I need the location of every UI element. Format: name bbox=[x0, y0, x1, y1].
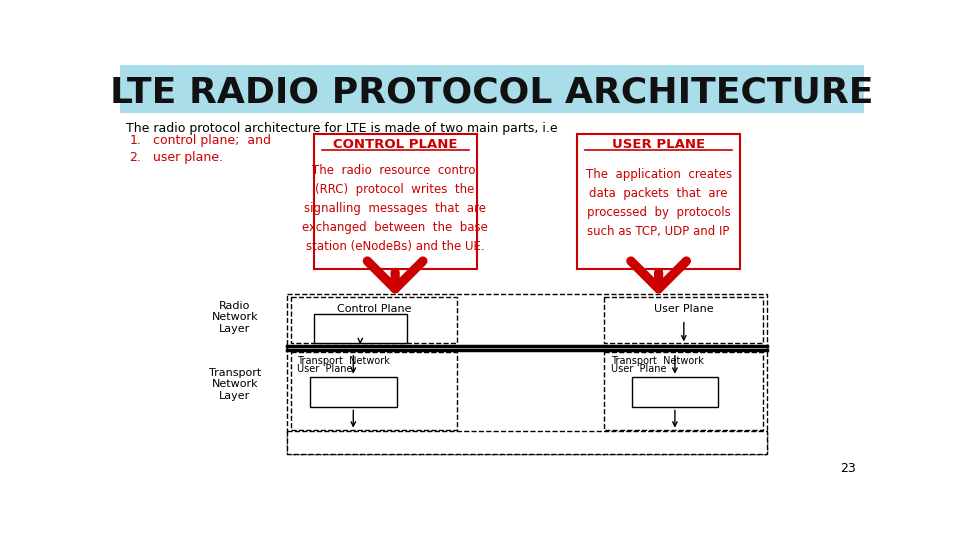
Bar bbox=[314, 134, 476, 269]
Text: LTE RADIO PROTOCOL ARCHITECTURE: LTE RADIO PROTOCOL ARCHITECTURE bbox=[110, 76, 874, 110]
Text: Data
Bearer(s): Data Bearer(s) bbox=[651, 381, 699, 403]
Text: User Plane: User Plane bbox=[654, 303, 713, 314]
Text: Application
Protocol: Application Protocol bbox=[331, 318, 390, 339]
Bar bbox=[605, 296, 763, 343]
Text: The  application  creates
data  packets  that  are
processed  by  protocols
such: The application creates data packets tha… bbox=[586, 168, 732, 238]
Text: The  radio  resource  control
(RRC)  protocol  writes  the
signalling  messages : The radio resource control (RRC) protoco… bbox=[302, 164, 488, 253]
Bar bbox=[291, 296, 457, 343]
Bar bbox=[632, 377, 718, 408]
Text: User  Plane: User Plane bbox=[297, 363, 352, 374]
Text: control plane;  and: control plane; and bbox=[153, 134, 271, 147]
Bar bbox=[577, 134, 740, 269]
Text: 2.: 2. bbox=[130, 151, 141, 164]
Bar bbox=[605, 352, 763, 430]
Text: Transport  Network: Transport Network bbox=[611, 356, 704, 366]
Text: USER PLANE: USER PLANE bbox=[612, 138, 706, 151]
Text: 23: 23 bbox=[841, 462, 856, 475]
Bar bbox=[287, 431, 767, 455]
Bar bbox=[287, 294, 767, 455]
Text: Signalling
Bearer(s): Signalling Bearer(s) bbox=[327, 381, 379, 403]
Text: Radio
Network
Layer: Radio Network Layer bbox=[211, 301, 258, 334]
Text: Transport  Network: Transport Network bbox=[297, 356, 390, 366]
Bar bbox=[291, 352, 457, 430]
Text: The radio protocol architecture for LTE is made of two main parts, i.e: The radio protocol architecture for LTE … bbox=[126, 122, 558, 135]
Text: User  Plane: User Plane bbox=[611, 363, 666, 374]
Text: Control Plane: Control Plane bbox=[337, 303, 411, 314]
Text: CONTROL PLANE: CONTROL PLANE bbox=[333, 138, 457, 151]
Text: user plane.: user plane. bbox=[153, 151, 223, 164]
Text: 1.: 1. bbox=[130, 134, 141, 147]
Text: Physical Layer: Physical Layer bbox=[487, 438, 567, 448]
Bar bbox=[310, 377, 396, 408]
Text: Transport
Network
Layer: Transport Network Layer bbox=[208, 368, 261, 401]
Bar bbox=[314, 314, 407, 343]
Bar bbox=[120, 65, 864, 112]
